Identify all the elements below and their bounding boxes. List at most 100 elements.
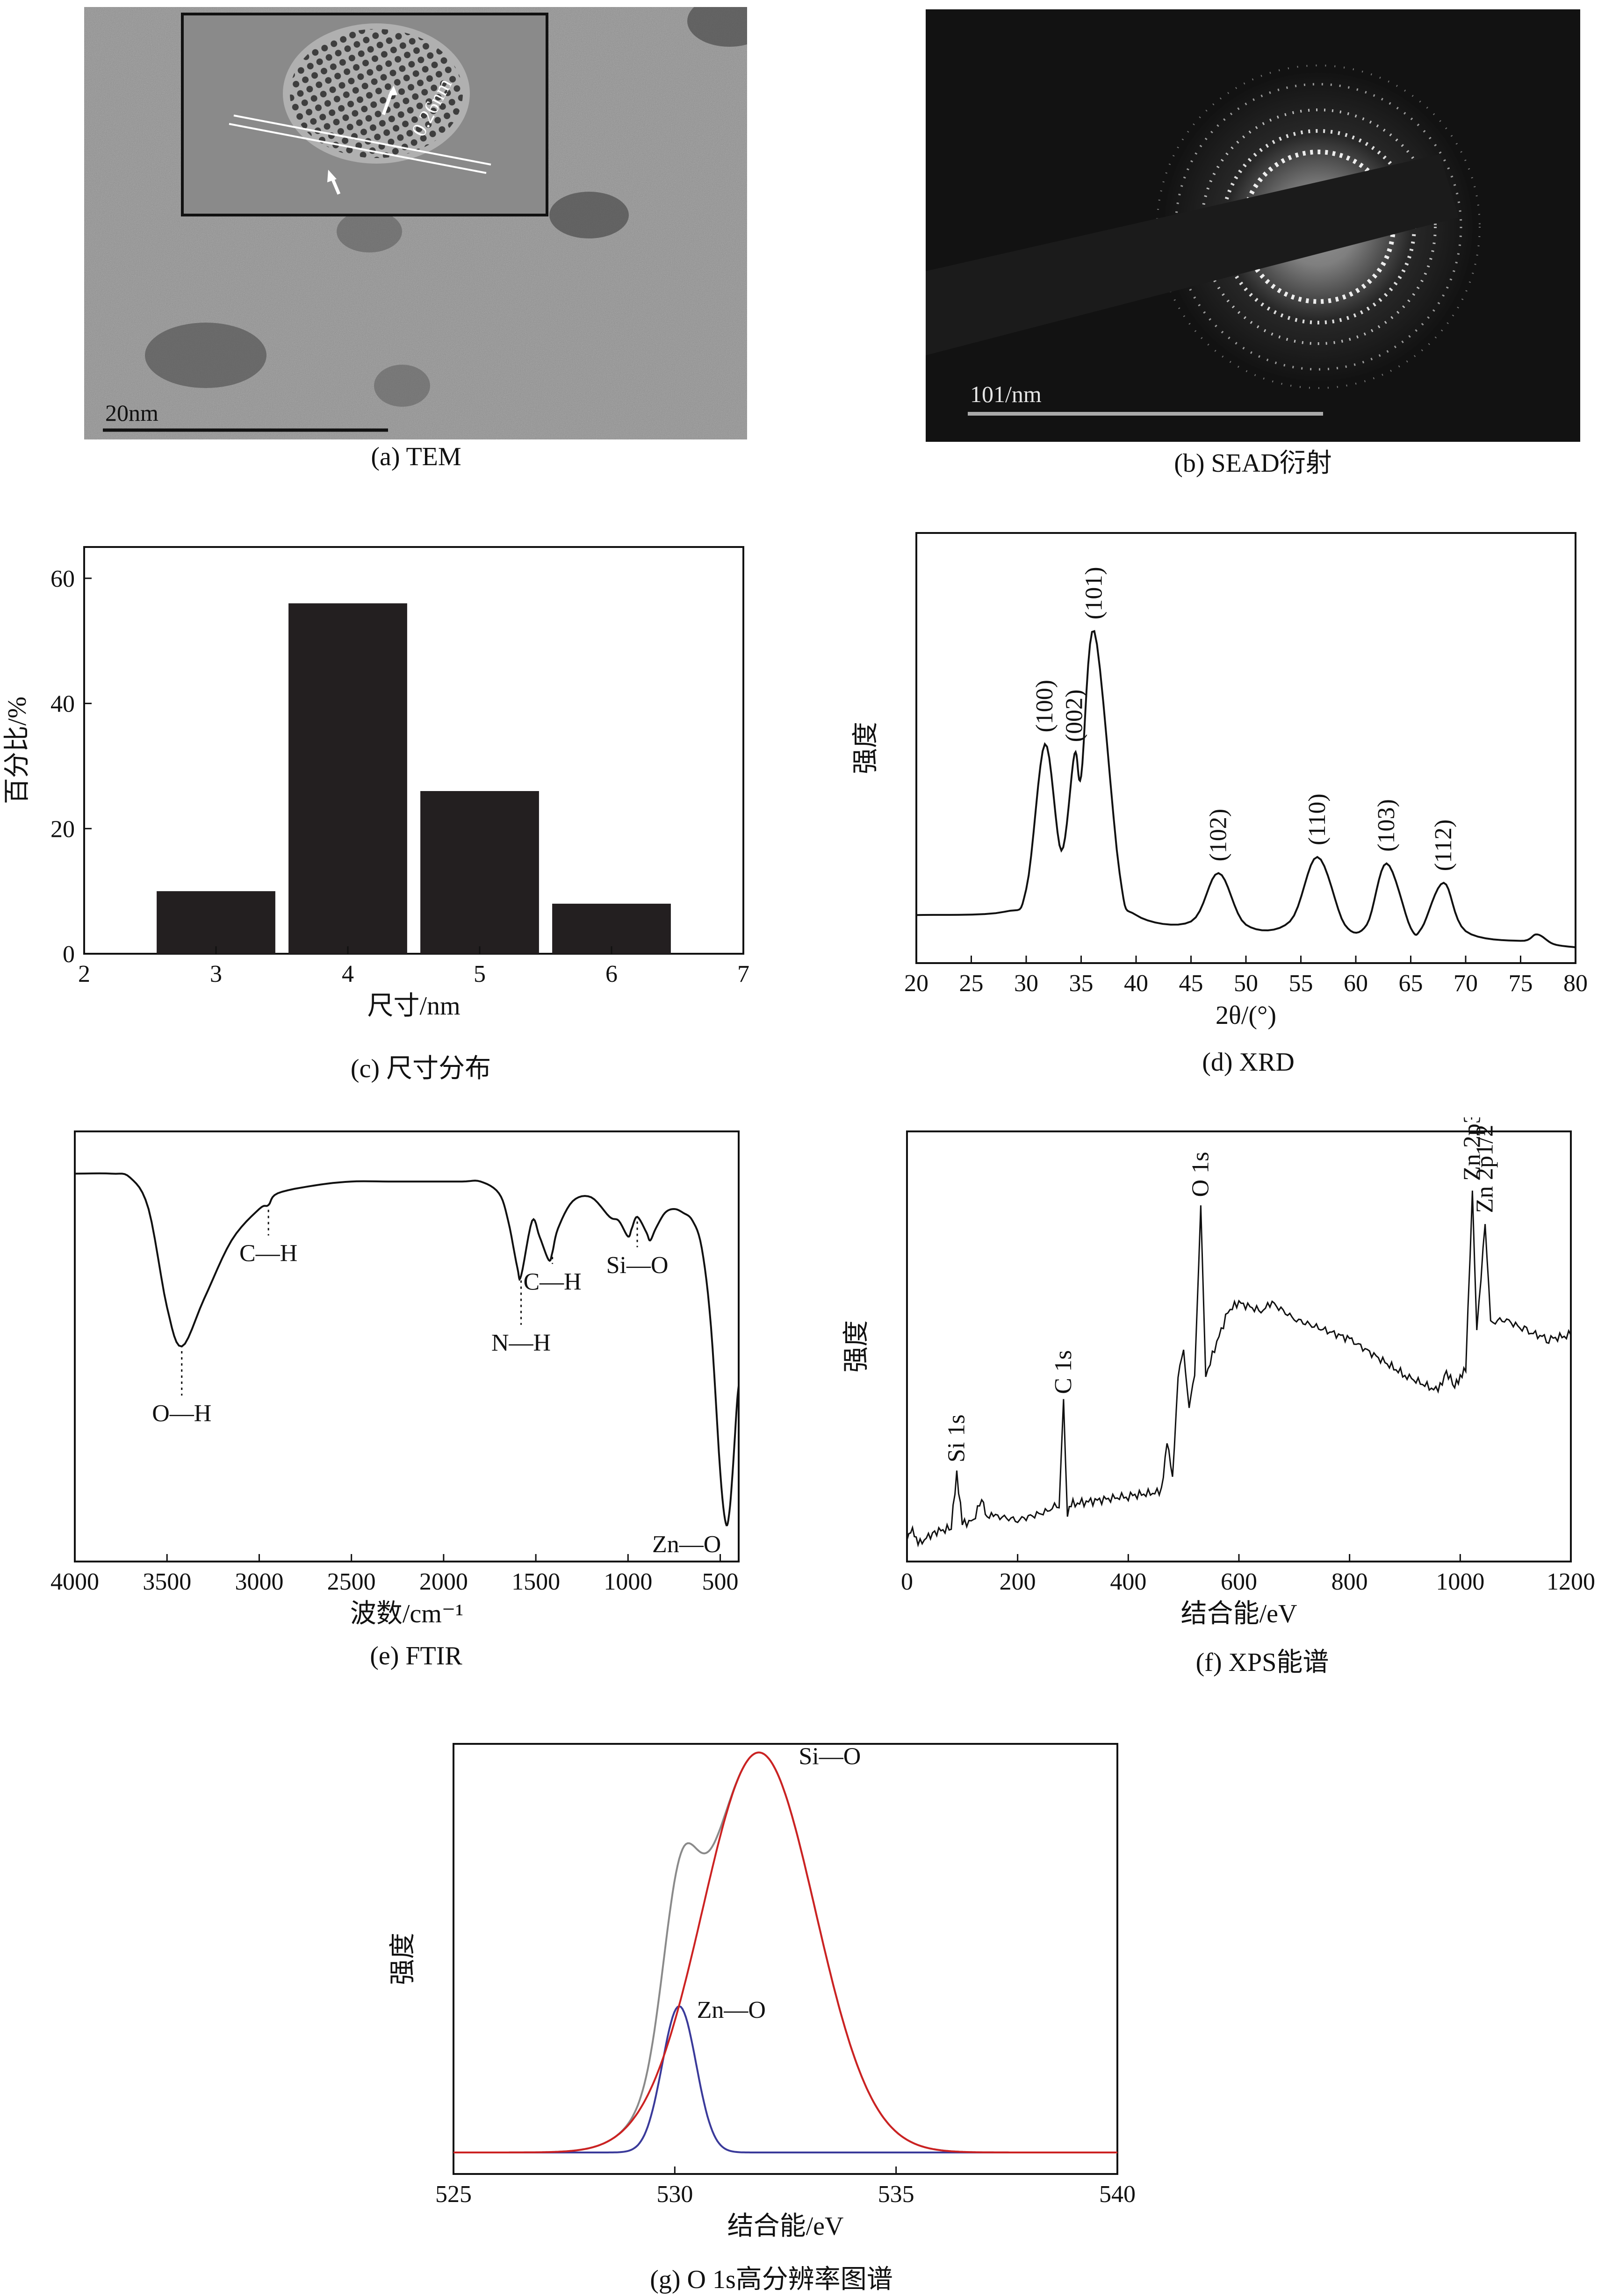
x-tick-label: 75 — [1509, 970, 1533, 997]
component-label: Zn—O — [697, 1997, 766, 2023]
y-axis-label: 强度 — [389, 1933, 417, 1985]
caption-d: (d) XRD — [1202, 1048, 1295, 1077]
plot-frame — [453, 1743, 1118, 2175]
band-label: C—H — [239, 1240, 297, 1267]
x-tick-label: 80 — [1563, 970, 1588, 997]
x-tick-label: 2500 — [327, 1569, 376, 1595]
sead-image: 101/nm — [926, 9, 1580, 442]
y-tick-label: 20 — [50, 816, 75, 842]
x-axis-label: 2θ/(°) — [1216, 1001, 1276, 1030]
x-tick-label: 3000 — [235, 1569, 283, 1595]
peak-label: Zn 2p1/2 — [1472, 1125, 1498, 1213]
bar-5nm — [420, 791, 539, 954]
x-tick-label: 25 — [959, 970, 984, 997]
x-tick-label: 535 — [878, 2181, 914, 2208]
component-si-o — [453, 1751, 1117, 2153]
component-zn-o — [453, 2005, 1117, 2153]
x-axis-label: 结合能/eV — [1181, 1599, 1297, 1628]
peak-label: Si 1s — [943, 1414, 970, 1462]
peak-label: (112) — [1430, 819, 1457, 871]
peak-label: C 1s — [1050, 1350, 1077, 1394]
x-tick-label: 1000 — [604, 1569, 652, 1595]
component-label: Si—O — [799, 1743, 861, 1770]
x-tick-label: 3 — [210, 961, 222, 987]
peak-label: (101) — [1081, 567, 1108, 619]
x-tick-label: 55 — [1289, 970, 1313, 997]
x-tick-label: 540 — [1099, 2181, 1136, 2208]
bar-6nm — [552, 903, 671, 954]
x-tick-label: 65 — [1399, 970, 1423, 997]
x-tick-label: 70 — [1454, 970, 1478, 997]
y-axis-label: 百分比/% — [3, 697, 32, 804]
caption-b: (b) SEAD衍射 — [1174, 449, 1332, 478]
x-tick-label: 5 — [474, 961, 486, 987]
chart-xps-survey: Si 1s C 1s O 1s Zn 2p3/2Zn 2p1/2 0 200 400 600 8… — [842, 1117, 1595, 1628]
y-tick-label: 60 — [50, 566, 75, 592]
x-tick-label: 0 — [901, 1569, 913, 1595]
x-tick-label: 600 — [1221, 1569, 1257, 1595]
peak-label: (100) — [1031, 680, 1058, 733]
x-tick-label: 50 — [1234, 970, 1258, 997]
band-label: N—H — [491, 1330, 551, 1356]
plot-frame — [83, 546, 744, 955]
x-axis-label: 波数/cm⁻¹ — [350, 1599, 463, 1628]
y-axis-label: 强度 — [851, 722, 880, 774]
x-tick-label: 45 — [1179, 970, 1203, 997]
x-tick-label: 2 — [78, 961, 90, 987]
x-tick-label: 3500 — [143, 1569, 191, 1595]
beam-stop — [926, 154, 1459, 355]
tem-image: 0.26nm 20nm — [84, 7, 747, 439]
x-tick-label: 530 — [656, 2181, 693, 2208]
band-label: Si—O — [606, 1252, 669, 1279]
sead-scale-label: 101/nm — [970, 381, 1042, 407]
peak-label: (002) — [1061, 690, 1087, 742]
x-tick-label: 1200 — [1547, 1569, 1595, 1595]
x-tick-label: 40 — [1124, 970, 1148, 997]
band-label: C—H — [523, 1268, 581, 1295]
x-tick-label: 1500 — [511, 1569, 560, 1595]
caption-e: (e) FTIR — [370, 1641, 462, 1670]
caption-f: (f) XPS能谱 — [1195, 1648, 1329, 1677]
y-axis-label: 强度 — [842, 1320, 871, 1373]
x-tick-label: 400 — [1110, 1569, 1146, 1595]
y-tick-label: 0 — [63, 941, 75, 968]
x-tick-label: 500 — [702, 1569, 739, 1595]
peak-label: O 1s — [1187, 1152, 1214, 1197]
xrd-pattern-line — [916, 630, 1576, 949]
x-tick-label: 525 — [435, 2181, 472, 2208]
caption-c: (c) 尺寸分布 — [350, 1054, 491, 1083]
x-tick-label: 7 — [737, 961, 749, 987]
peak-label: (102) — [1205, 809, 1231, 862]
chart-o1s: Si—O Zn—O 525 530 535 540 结合能/eV 强度 — [389, 1743, 1136, 2241]
x-axis-label: 尺寸/nm — [367, 992, 460, 1021]
x-tick-label: 6 — [605, 961, 618, 987]
bar-4nm — [288, 603, 407, 954]
x-axis-label: 结合能/eV — [727, 2212, 844, 2241]
chart-ftir: O—H C—H N—H C—H Si—O Zn—O 4000 3500 3000 2500 2000… — [50, 1130, 740, 1628]
plot-frame — [915, 532, 1576, 964]
x-tick-label: 30 — [1014, 970, 1038, 997]
x-tick-label: 200 — [1000, 1569, 1036, 1595]
x-tick-label: 60 — [1344, 970, 1368, 997]
x-tick-label: 1000 — [1436, 1569, 1484, 1595]
caption-a: (a) TEM — [371, 442, 461, 471]
x-tick-label: 35 — [1069, 970, 1094, 997]
band-label: Zn—O — [652, 1531, 721, 1558]
y-tick-label: 40 — [50, 691, 75, 718]
chart-size-distribution: 0 20 40 60 2 3 4 5 6 7 尺寸/nm 百分比/% — [3, 546, 749, 1021]
x-tick-label: 2000 — [419, 1569, 468, 1595]
envelope-line — [453, 1751, 1117, 2153]
tem-scale-label: 20nm — [105, 400, 158, 426]
x-tick-label: 4 — [342, 961, 354, 987]
peak-label: Zn 2p3/2 — [1459, 1117, 1485, 1181]
band-label: O—H — [152, 1400, 211, 1427]
x-tick-label: 20 — [904, 970, 928, 997]
bar-3nm — [157, 891, 275, 954]
peak-label: (103) — [1373, 799, 1400, 852]
x-tick-label: 800 — [1331, 1569, 1368, 1595]
plot-frame — [74, 1130, 740, 1562]
peak-label: (110) — [1304, 793, 1331, 845]
xps-survey-line — [906, 1190, 1572, 1547]
ftir-spectrum-line — [74, 1172, 740, 1526]
chart-xrd: (100) (002) (101) (102) (110) (103) (112) 20 25 3… — [851, 532, 1588, 1030]
